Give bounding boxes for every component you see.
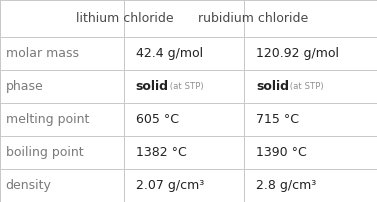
Text: 2.07 g/cm³: 2.07 g/cm³ [136,179,204,192]
Text: density: density [6,179,52,192]
Text: solid: solid [256,80,290,93]
Text: molar mass: molar mass [6,47,79,60]
Text: 605 °C: 605 °C [136,113,179,126]
Text: 1390 °C: 1390 °C [256,146,307,159]
Text: phase: phase [6,80,43,93]
Text: 2.8 g/cm³: 2.8 g/cm³ [256,179,317,192]
Text: rubidium chloride: rubidium chloride [198,12,308,25]
Text: 1382 °C: 1382 °C [136,146,187,159]
Text: lithium chloride: lithium chloride [76,12,174,25]
Text: 120.92 g/mol: 120.92 g/mol [256,47,339,60]
Text: solid: solid [136,80,169,93]
Text: melting point: melting point [6,113,89,126]
Text: 715 °C: 715 °C [256,113,299,126]
Text: (at STP): (at STP) [287,82,324,91]
Text: boiling point: boiling point [6,146,83,159]
Text: (at STP): (at STP) [167,82,203,91]
Text: 42.4 g/mol: 42.4 g/mol [136,47,203,60]
